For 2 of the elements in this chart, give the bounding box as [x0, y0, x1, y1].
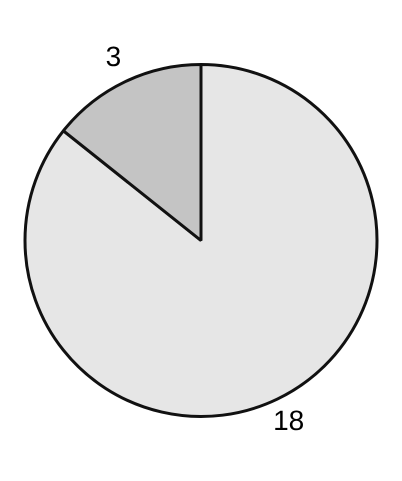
data-label: 3 — [106, 41, 122, 72]
data-label: 18 — [273, 405, 304, 436]
